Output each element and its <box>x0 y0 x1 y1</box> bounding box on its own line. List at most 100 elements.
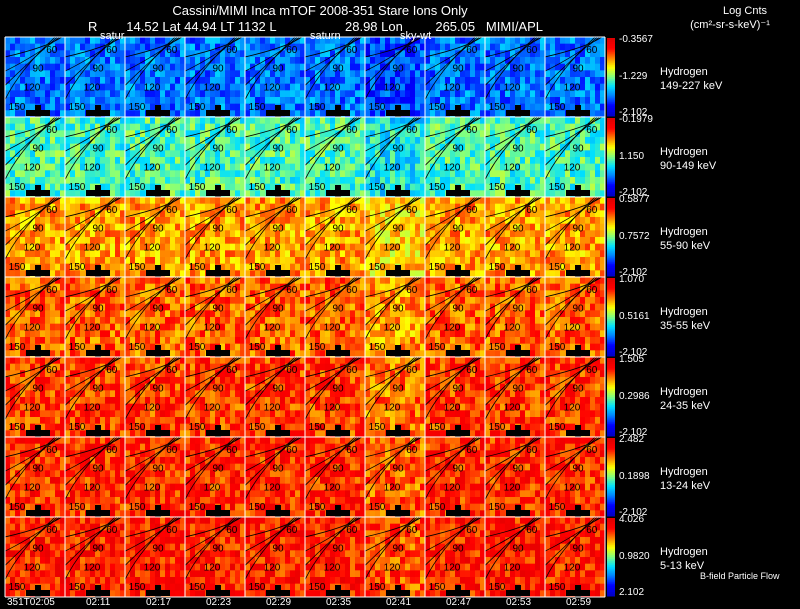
heatmap-pixel <box>70 283 76 291</box>
heatmap-pixel <box>515 70 521 78</box>
heatmap-pixel <box>300 170 306 178</box>
contour-arc <box>244 36 296 100</box>
heatmap-pixel <box>420 270 426 278</box>
heatmap-pixel <box>5 297 11 305</box>
heatmap-pixel <box>425 117 431 125</box>
contour-label: 150 <box>429 102 446 113</box>
contour-arc <box>244 116 296 180</box>
heatmap-pixel <box>595 223 601 231</box>
contour-label: 60 <box>226 205 238 216</box>
heatmap-pixel <box>450 183 456 191</box>
heatmap-pixel <box>550 170 556 178</box>
heatmap-pixel <box>385 243 391 251</box>
heatmap-pixel <box>545 63 551 71</box>
heatmap-pixel <box>40 317 46 325</box>
heatmap-pixel <box>120 143 126 151</box>
heatmap-pixel <box>180 170 186 178</box>
heatmap-pixel <box>310 183 316 191</box>
heatmap-pixel <box>170 203 176 211</box>
heatmap-pixel <box>595 110 601 118</box>
heatmap-pixel <box>10 177 16 185</box>
heatmap-pixel <box>65 150 71 158</box>
heatmap-pixel <box>360 110 366 118</box>
heatmap-pixel <box>495 237 501 245</box>
heatmap-pixel <box>165 177 171 185</box>
heatmap-pixel <box>355 83 361 91</box>
heatmap-pixel <box>440 77 446 85</box>
heatmap-pixel <box>315 223 321 231</box>
heatmap-pixel <box>175 43 181 51</box>
heatmap-pixel <box>380 197 386 205</box>
heatmap-pixel <box>560 197 566 205</box>
heatmap-pixel <box>105 310 111 318</box>
heatmap-pixel <box>50 170 56 178</box>
heatmap-pixel <box>535 257 541 265</box>
heatmap-pixel <box>205 97 211 105</box>
heatmap-pixel <box>540 263 546 271</box>
heatmap-pixel <box>295 163 301 171</box>
heatmap-pixel <box>595 150 601 158</box>
heatmap-pixel <box>570 257 576 265</box>
heatmap-pixel <box>320 230 326 238</box>
heatmap-pixel <box>270 223 276 231</box>
heatmap-pixel <box>205 150 211 158</box>
heatmap-pixel <box>190 57 196 65</box>
heatmap-pixel <box>45 130 51 138</box>
heatmap-pixel <box>125 150 131 158</box>
heatmap-pixel <box>285 183 291 191</box>
heatmap-pixel <box>505 123 511 131</box>
heatmap-pixel <box>180 143 186 151</box>
contour-label: 60 <box>106 205 118 216</box>
heatmap-pixel <box>225 123 231 131</box>
heatmap-pixel <box>385 197 391 205</box>
heatmap-pixel <box>160 250 166 258</box>
heatmap-pixel <box>185 223 191 231</box>
heatmap-pixel <box>225 143 231 151</box>
heatmap-pixel <box>75 110 81 118</box>
heatmap-pixel <box>55 297 61 305</box>
heatmap-pixel <box>345 217 351 225</box>
heatmap-pixel <box>320 163 326 171</box>
heatmap-pixel <box>490 97 496 105</box>
heatmap-pixel <box>155 217 161 225</box>
heatmap-pixel <box>5 43 11 51</box>
heatmap-pixel <box>285 70 291 78</box>
heatmap-pixel <box>565 170 571 178</box>
heatmap-pixel <box>190 117 196 125</box>
heatmap-pixel <box>170 157 176 165</box>
heatmap-pixel <box>100 123 106 131</box>
heatmap-pixel <box>245 210 251 218</box>
heatmap-pixel <box>450 77 456 85</box>
heatmap-pixel <box>25 277 31 285</box>
heatmap-pixel <box>70 330 76 338</box>
heatmap-pixel <box>365 157 371 165</box>
heatmap-pixel <box>10 263 16 271</box>
heatmap-pixel <box>395 90 401 98</box>
heatmap-pixel <box>280 103 286 111</box>
heatmap-pixel <box>395 250 401 258</box>
heatmap-pixel <box>495 183 501 191</box>
heatmap-pixel <box>255 230 261 238</box>
heatmap-pixel <box>295 130 301 138</box>
heatmap-pixel <box>165 210 171 218</box>
contour-arc <box>424 36 476 100</box>
heatmap-pixel <box>415 97 421 105</box>
heatmap-pixel <box>550 137 556 145</box>
heatmap-pixel <box>570 150 576 158</box>
contour-arc <box>424 36 480 72</box>
heatmap-pixel <box>50 77 56 85</box>
heatmap-pixel <box>290 223 296 231</box>
heatmap-pixel <box>425 203 431 211</box>
heatmap-pixel <box>380 230 386 238</box>
heatmap-pixel <box>155 137 161 145</box>
heatmap-pixel <box>330 163 336 171</box>
heatmap-pixel <box>35 217 41 225</box>
heatmap-pixel <box>90 70 96 78</box>
heatmap-pixel <box>550 190 556 198</box>
heatmap-pixel <box>50 250 56 258</box>
heatmap-pixel <box>270 210 276 218</box>
heatmap-pixel <box>435 37 441 45</box>
heatmap-pixel <box>260 63 266 71</box>
heatmap-pixel <box>335 170 341 178</box>
heatmap-pixel <box>265 90 271 98</box>
